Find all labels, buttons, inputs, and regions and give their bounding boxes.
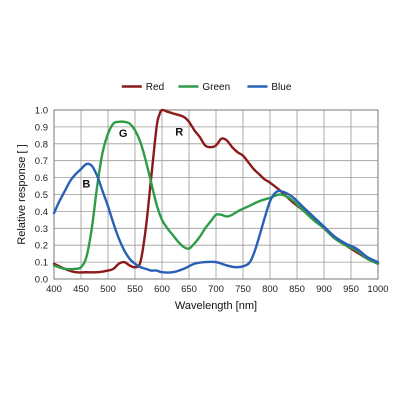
legend: Red Green Blue — [121, 82, 292, 93]
legend-label: Green — [202, 82, 230, 93]
x-tick-label: 600 — [154, 284, 170, 295]
y-tick-label: 0.3 — [35, 224, 48, 235]
x-tick-label: 500 — [100, 284, 116, 295]
series-line-green — [52, 120, 380, 271]
y-tick-label: 0.7 — [35, 156, 48, 167]
y-tick-label: 0.0 — [35, 275, 48, 286]
x-tick-label: 850 — [289, 284, 305, 295]
x-tick-label: 950 — [343, 284, 359, 295]
y-tick-label: 1.0 — [35, 106, 48, 117]
series-layer — [52, 108, 380, 274]
legend-item-green: Green — [178, 82, 230, 93]
x-tick-label: 450 — [73, 284, 89, 295]
tick-labels: 400 450 500 550 600 650 700 750 800 850 900 950 1000… — [35, 106, 389, 296]
x-tick-label: 650 — [181, 284, 197, 295]
plot-frame — [53, 109, 379, 280]
x-axis-title: Wavelength [nm] — [175, 300, 257, 312]
x-tick-label: 900 — [316, 284, 332, 295]
x-tick-label: 700 — [208, 284, 224, 295]
y-axis-title: Relative response [ ] — [16, 144, 28, 244]
y-tick-label: 0.2 — [35, 241, 48, 252]
legend-item-red: Red — [121, 82, 164, 93]
annotations: B G R — [82, 126, 183, 190]
y-tick-label: 0.8 — [35, 139, 48, 150]
legend-label: Red — [146, 82, 164, 93]
x-tick-label: 400 — [46, 284, 62, 295]
y-tick-label: 0.9 — [35, 122, 48, 133]
series-line-blue — [52, 162, 380, 274]
y-tick-label: 0.1 — [35, 258, 48, 269]
curve-label-b: B — [82, 179, 90, 191]
x-tick-label: 1000 — [367, 284, 388, 295]
x-tick-label: 550 — [127, 284, 143, 295]
x-tick-label: 800 — [262, 284, 278, 295]
x-tick-label: 750 — [235, 284, 251, 295]
legend-item-blue: Blue — [247, 82, 292, 93]
curve-label-g: G — [119, 128, 128, 140]
legend-label: Blue — [271, 82, 291, 93]
curve-label-r: R — [175, 126, 183, 138]
y-tick-label: 0.5 — [35, 190, 48, 201]
y-tick-label: 0.6 — [35, 173, 48, 184]
y-tick-label: 0.4 — [35, 207, 48, 218]
